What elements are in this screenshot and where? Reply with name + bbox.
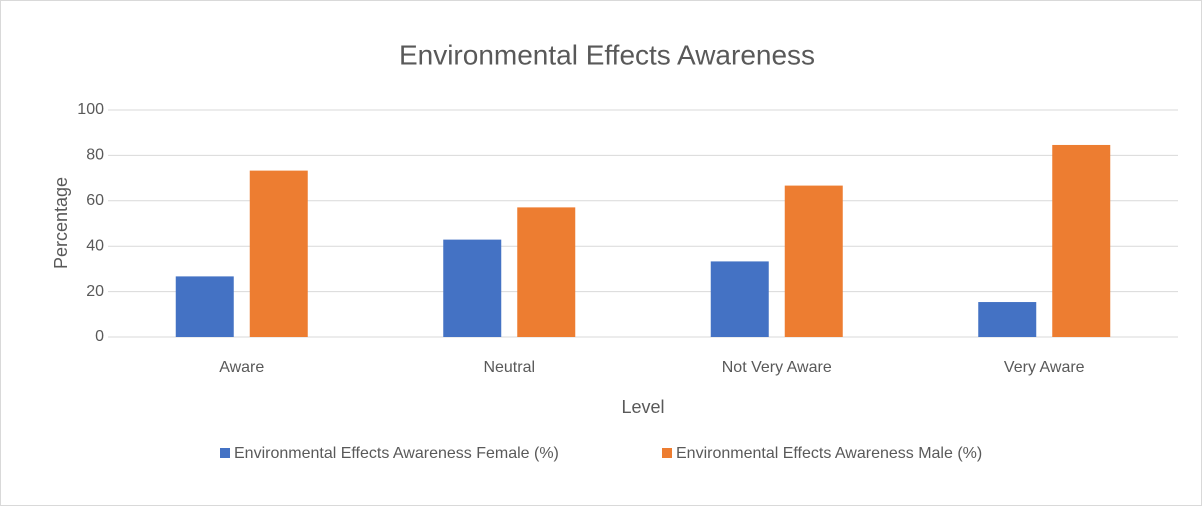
x-tick-label: Very Aware [1004, 359, 1085, 376]
y-tick-label: 20 [86, 283, 104, 300]
bar [175, 276, 234, 337]
y-axis-title: Percentage [51, 177, 71, 269]
legend-label: Environmental Effects Awareness Male (%) [676, 445, 982, 462]
x-tick-label: Aware [219, 359, 264, 376]
bar [710, 261, 769, 337]
y-tick-label: 40 [86, 237, 104, 254]
bar [784, 185, 843, 337]
legend-swatch [662, 448, 672, 458]
legend-swatch [220, 448, 230, 458]
legend-label: Environmental Effects Awareness Female (… [234, 445, 559, 462]
bar [249, 170, 308, 337]
bar [1052, 144, 1111, 337]
bar [443, 239, 502, 337]
y-tick-label: 0 [95, 328, 104, 345]
y-tick-label: 60 [86, 192, 104, 209]
y-tick-label: 100 [77, 101, 104, 118]
y-tick-label: 80 [86, 147, 104, 164]
x-axis-title: Level [621, 397, 664, 417]
x-tick-label: Not Very Aware [722, 359, 832, 376]
chart-title: Environmental Effects Awareness [399, 39, 815, 70]
bar [517, 207, 576, 337]
x-tick-label: Neutral [483, 359, 535, 376]
bar [978, 302, 1037, 337]
